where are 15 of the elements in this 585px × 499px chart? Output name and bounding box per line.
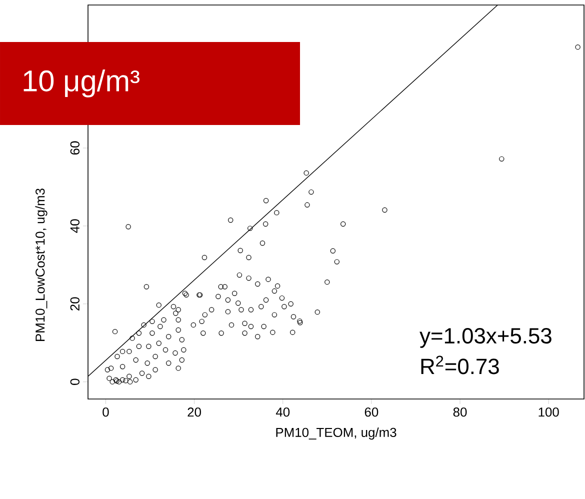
annotation: R$^{2}$=0.73: [421, 356, 499, 374]
x-tick-label: 60: [364, 408, 378, 417]
x-tick-label: 80: [453, 408, 467, 417]
y-axis-title: PM10_LowCost*10, ug/m3: [35, 188, 48, 341]
annotation: 10 μg/m³: [24, 70, 140, 98]
x-tick-label: 20: [188, 408, 201, 417]
x-axis-title: PM10_TEOM, ug/m3: [276, 428, 396, 440]
annotation: y=1.03x+5.53: [420, 328, 552, 348]
y-tick-label: 60: [70, 141, 80, 155]
x-tick-label: 40: [276, 408, 290, 417]
y-tick-label: 0: [70, 378, 80, 385]
x-tick-label: 0: [102, 408, 109, 417]
y-tick-label: 20: [70, 297, 80, 310]
x-tick-label: 100: [538, 408, 559, 417]
y-tick-label: 40: [70, 219, 80, 233]
